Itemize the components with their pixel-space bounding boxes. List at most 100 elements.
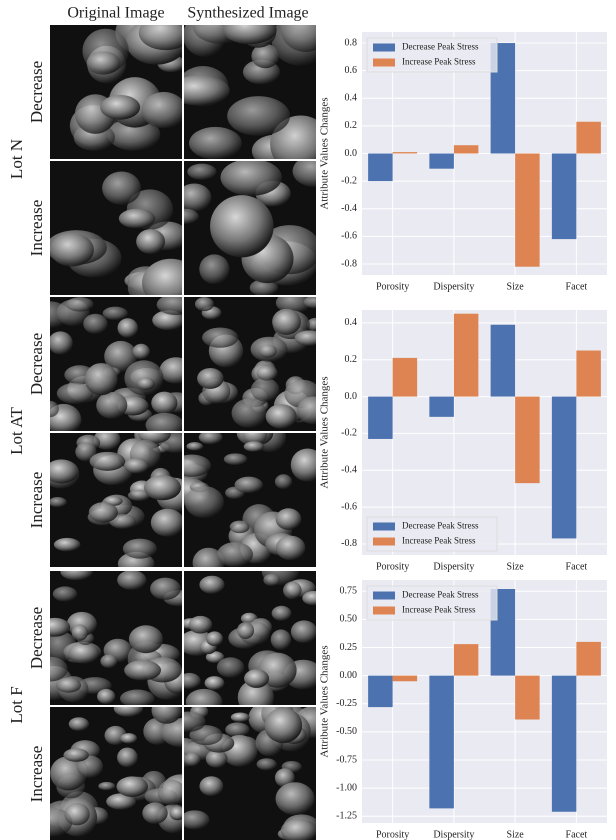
- micrograph: [184, 297, 316, 431]
- particle: [50, 617, 71, 637]
- micrograph: [50, 707, 182, 840]
- particle: [109, 514, 137, 529]
- particle: [138, 25, 182, 51]
- particle: [244, 669, 270, 688]
- row-label: Decrease: [27, 607, 46, 669]
- particle: [156, 297, 182, 316]
- particle: [217, 542, 254, 567]
- legend-swatch: [373, 591, 395, 600]
- particle: [113, 707, 144, 717]
- legend-swatch: [373, 522, 395, 531]
- y-tick-label: -0.8: [341, 258, 357, 269]
- y-tick-label: -0.8: [341, 538, 357, 549]
- y-tick-label: 0.2: [345, 354, 358, 365]
- particle: [150, 577, 181, 600]
- particle: [186, 442, 204, 451]
- y-tick-label: -0.6: [341, 231, 357, 242]
- y-tick-label: -0.2: [341, 428, 357, 439]
- y-tick-label: -0.50: [336, 726, 357, 737]
- particle: [52, 586, 78, 602]
- particle: [93, 433, 121, 450]
- particle: [96, 391, 128, 419]
- particle: [71, 624, 89, 641]
- bar: [551, 675, 577, 812]
- y-tick-label: -0.4: [341, 465, 357, 476]
- bar: [368, 153, 393, 182]
- particle: [145, 412, 182, 431]
- micrograph: [184, 161, 316, 295]
- particle: [56, 677, 82, 693]
- particle: [83, 313, 108, 334]
- particle: [124, 458, 149, 474]
- bar: [392, 357, 418, 397]
- y-tick-label: 0.6: [345, 65, 358, 76]
- particle: [64, 802, 90, 826]
- particle: [274, 768, 295, 788]
- particle: [185, 688, 223, 705]
- legend-swatch: [373, 43, 395, 52]
- particle: [290, 448, 316, 482]
- y-tick-label: -0.6: [341, 501, 357, 512]
- legend-label: Decrease Peak Stress: [402, 521, 479, 531]
- particle: [136, 229, 166, 254]
- x-tick-label: Facet: [566, 561, 588, 572]
- particle: [116, 776, 149, 797]
- particle: [242, 433, 268, 445]
- x-tick-label: Facet: [566, 281, 588, 292]
- particle: [132, 343, 150, 360]
- particle: [50, 406, 82, 431]
- particle: [120, 733, 138, 744]
- y-tick-label: 0.00: [340, 670, 358, 681]
- particle: [272, 308, 301, 335]
- y-tick-label: 0.75: [340, 586, 358, 597]
- particle: [294, 330, 316, 346]
- particle: [225, 722, 250, 737]
- particle: [144, 475, 182, 501]
- bar: [515, 396, 540, 484]
- y-tick-label: 0.0: [345, 148, 358, 159]
- x-tick-label: Size: [507, 561, 525, 572]
- particle: [303, 297, 316, 309]
- particle: [151, 391, 178, 415]
- particle: [142, 802, 168, 824]
- particle: [184, 672, 201, 689]
- particle: [230, 712, 250, 723]
- bar: [392, 152, 418, 154]
- particle: [274, 474, 293, 490]
- particle: [184, 454, 212, 477]
- particle: [236, 622, 255, 639]
- particle: [75, 442, 97, 462]
- particle: [159, 357, 182, 384]
- bar: [368, 675, 393, 708]
- particle: [184, 75, 230, 106]
- particle: [102, 171, 141, 205]
- micrograph: [184, 571, 316, 705]
- particle: [157, 779, 182, 806]
- particle: [271, 605, 292, 621]
- particle: [184, 208, 199, 225]
- micrograph: [50, 161, 182, 295]
- particle: [184, 711, 206, 732]
- particle: [107, 118, 161, 151]
- particles: [50, 297, 182, 431]
- bar: [368, 396, 393, 439]
- particle: [184, 486, 224, 519]
- bar: [576, 350, 601, 397]
- y-tick-label: 0.4: [345, 317, 358, 328]
- particle: [106, 793, 136, 810]
- y-tick-label: -0.25: [336, 698, 357, 709]
- particle: [117, 318, 139, 338]
- particle: [56, 382, 94, 405]
- particle: [205, 749, 228, 768]
- particle: [141, 91, 182, 129]
- particle: [151, 707, 182, 724]
- particle: [184, 752, 201, 767]
- legend-swatch: [373, 537, 395, 546]
- legend-label: Decrease Peak Stress: [402, 42, 479, 52]
- particle: [237, 679, 274, 705]
- particle: [210, 195, 274, 258]
- particle: [275, 535, 306, 561]
- particle: [50, 497, 67, 508]
- y-tick-label: 0.25: [340, 642, 358, 653]
- particle: [97, 688, 116, 705]
